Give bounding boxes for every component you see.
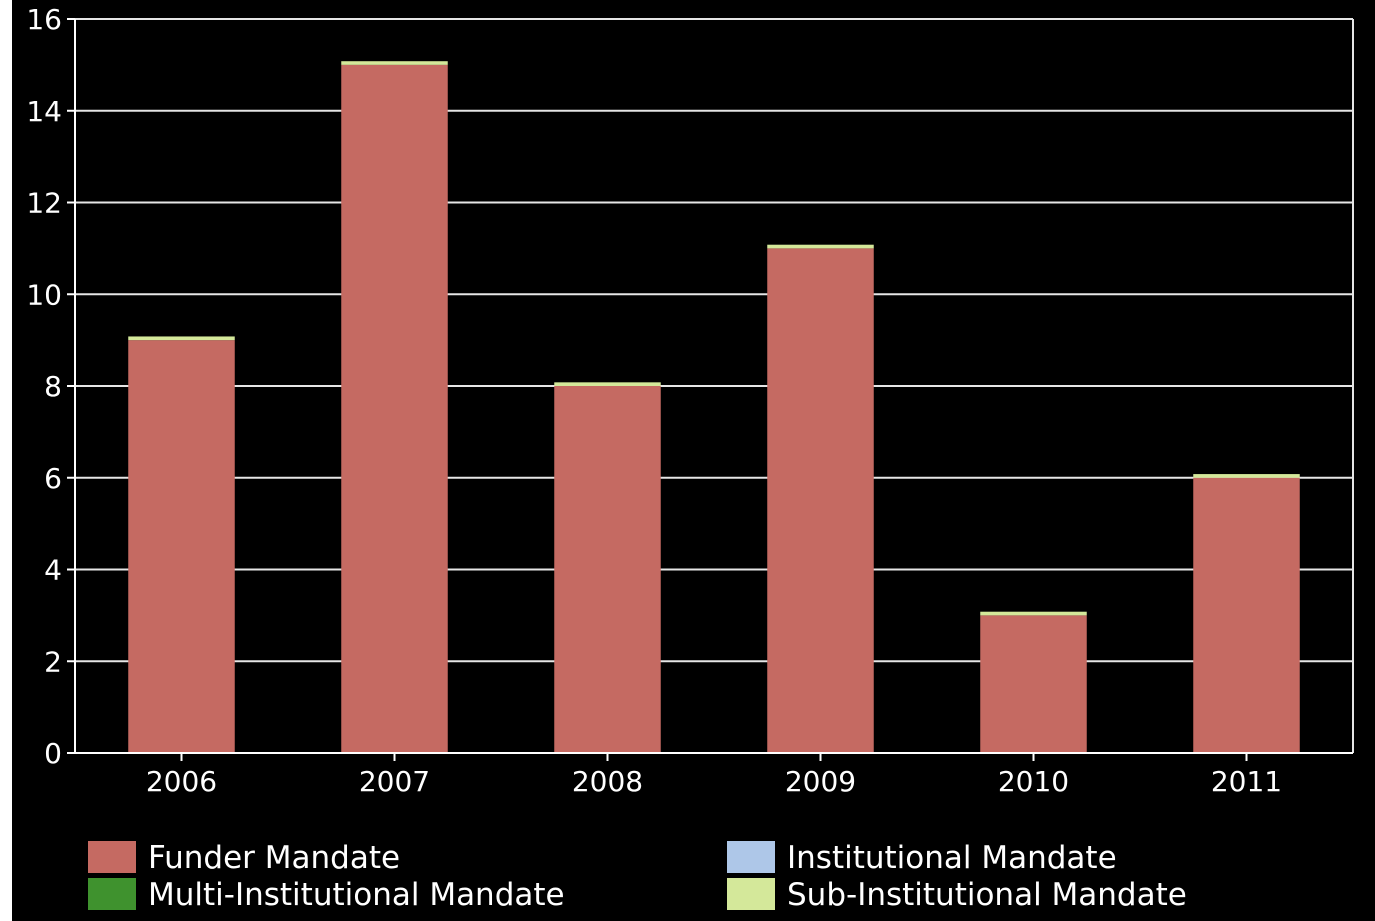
y-tick-label: 0 [44, 737, 62, 770]
legend-swatch [88, 878, 136, 910]
legend-label: Sub-Institutional Mandate [787, 877, 1187, 913]
y-tick-label: 2 [44, 645, 62, 678]
axes [67, 18, 1354, 761]
x-tick-label: 2008 [572, 765, 643, 798]
bar-segment [554, 386, 661, 753]
x-tick-label: 2010 [998, 765, 1069, 798]
bars [128, 61, 1300, 753]
bar-segment [341, 64, 448, 753]
y-tick-label: 14 [26, 95, 62, 128]
y-tick-label: 8 [44, 370, 62, 403]
legend-swatch [727, 841, 775, 873]
legend-label: Funder Mandate [148, 840, 400, 876]
bar-segment [980, 615, 1087, 753]
bar-segment [554, 382, 661, 386]
legend: Funder Mandate Institutional Mandate Multi… [88, 840, 1187, 913]
x-tick-label: 2011 [1211, 765, 1282, 798]
x-tick-labels: 2006 2007 2008 2009 2010 2011 [146, 765, 1282, 798]
bar-segment [767, 244, 874, 249]
x-tick-label: 2007 [359, 765, 430, 798]
y-tick-label: 10 [26, 278, 62, 311]
bar-segment [767, 248, 874, 753]
bar-segment [980, 611, 1087, 616]
bar-segment [341, 61, 448, 65]
y-tick-label: 6 [44, 462, 62, 495]
x-tick-label: 2006 [146, 765, 217, 798]
bar-segment [128, 336, 235, 341]
legend-swatch [727, 878, 775, 910]
x-tick-label: 2009 [785, 765, 856, 798]
chart-canvas: 0 2 4 6 8 10 12 14 16 2006 2007 2008 2009 2010 2011 F… [12, 0, 1375, 921]
bar-segment [1193, 474, 1300, 478]
grid-lines [75, 18, 1353, 754]
legend-swatch [88, 841, 136, 873]
y-tick-label: 16 [26, 3, 62, 36]
stacked-bar-chart: 0 2 4 6 8 10 12 14 16 2006 2007 2008 2009 2010 2011 F… [26, 3, 1354, 913]
y-tick-label: 4 [44, 554, 62, 587]
y-tick-labels: 0 2 4 6 8 10 12 14 16 [26, 3, 62, 770]
legend-label: Institutional Mandate [787, 840, 1117, 876]
bar-segment [128, 340, 235, 753]
y-tick-label: 12 [26, 187, 62, 220]
bar-segment [1193, 477, 1300, 753]
legend-label: Multi-Institutional Mandate [148, 877, 565, 913]
